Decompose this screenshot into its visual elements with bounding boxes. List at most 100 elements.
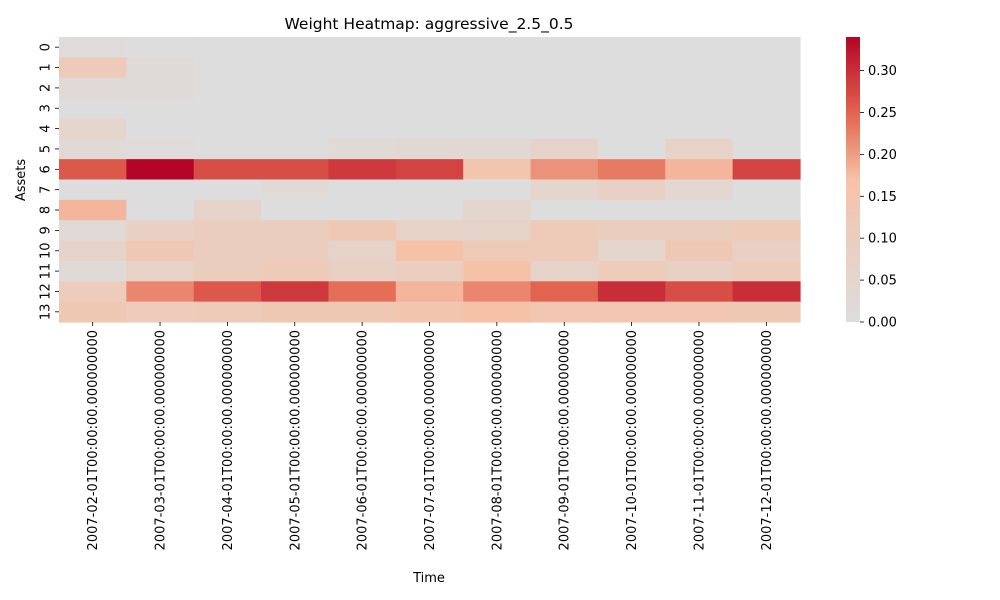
heatmap-cell	[59, 179, 127, 201]
heatmap-cell	[665, 199, 734, 221]
heatmap-cell	[193, 57, 262, 79]
heatmap-cell	[530, 199, 599, 221]
heatmap-cell	[261, 77, 330, 99]
heatmap-cell	[463, 118, 532, 140]
heatmap-cell	[597, 57, 666, 79]
heatmap-cell	[463, 179, 532, 201]
heatmap-cell	[597, 199, 666, 221]
heatmap-cell	[530, 179, 599, 201]
heatmap-cell	[126, 240, 195, 262]
heatmap-cell	[732, 240, 801, 262]
heatmap-cell	[193, 199, 262, 221]
y-tick-label: 11	[39, 263, 54, 280]
heatmap-cell	[665, 240, 734, 262]
heatmap-cell	[395, 118, 464, 140]
heatmap-cell	[463, 220, 532, 242]
heatmap-cell	[530, 281, 599, 303]
heatmap-cell	[328, 301, 397, 323]
heatmap-cell	[732, 98, 801, 120]
heatmap-cell	[395, 179, 464, 201]
heatmap-cell	[328, 179, 397, 201]
heatmap-cell	[732, 260, 801, 282]
heatmap-cell	[261, 260, 330, 282]
heatmap-cell	[597, 98, 666, 120]
heatmap-cell	[463, 301, 532, 323]
heatmap-cell	[395, 138, 464, 160]
heatmap-cell	[59, 220, 127, 242]
heatmap-cell	[395, 159, 464, 181]
heatmap-cell	[59, 301, 127, 323]
y-tick-label: 8	[39, 206, 54, 214]
heatmap-cell	[261, 240, 330, 262]
heatmap-cell	[126, 98, 195, 120]
heatmap-cell	[328, 281, 397, 303]
heatmap-cell	[665, 98, 734, 120]
heatmap-cell	[126, 57, 195, 79]
heatmap-cell	[463, 37, 532, 58]
y-tick-label: 5	[39, 145, 54, 153]
heatmap-cell	[530, 220, 599, 242]
heatmap-cell	[395, 98, 464, 120]
heatmap-cells	[59, 37, 801, 323]
heatmap-cell	[59, 118, 127, 140]
heatmap-cell	[463, 138, 532, 160]
heatmap-cell	[597, 118, 666, 140]
heatmap-cell	[328, 77, 397, 99]
heatmap-cell	[126, 260, 195, 282]
colorbar-tick-label: 0.05	[868, 274, 897, 289]
heatmap-cell	[126, 179, 195, 201]
heatmap-cell	[732, 138, 801, 160]
heatmap-cell	[463, 77, 532, 99]
chart-title: Weight Heatmap: aggressive_2.5_0.5	[285, 15, 574, 34]
heatmap-cell	[59, 199, 127, 221]
heatmap-cell	[328, 118, 397, 140]
heatmap-cell	[193, 159, 262, 181]
heatmap-cell	[732, 281, 801, 303]
heatmap-cell	[328, 138, 397, 160]
heatmap-cell	[395, 199, 464, 221]
colorbar-gradient	[846, 37, 860, 322]
heatmap-cell	[597, 159, 666, 181]
heatmap-cell	[126, 199, 195, 221]
heatmap-cell	[193, 37, 262, 58]
heatmap-cell	[732, 301, 801, 323]
colorbar-tick-label: 0.25	[868, 106, 897, 121]
heatmap-cell	[732, 179, 801, 201]
colorbar: 0.00 0.05 0.10 0.15 0.20 0.25 0.30	[846, 37, 897, 331]
heatmap-cell	[59, 159, 127, 181]
heatmap-cell	[328, 199, 397, 221]
heatmap-cell	[395, 301, 464, 323]
heatmap-cell	[395, 240, 464, 262]
heatmap-cell	[261, 138, 330, 160]
heatmap-cell	[59, 260, 127, 282]
x-tick-label: 2007-11-01T00:00:00.000000000	[692, 330, 707, 550]
heatmap-cell	[261, 199, 330, 221]
heatmap-cell	[395, 37, 464, 58]
heatmap-cell	[193, 220, 262, 242]
heatmap-cell	[665, 57, 734, 79]
heatmap-cell	[126, 220, 195, 242]
heatmap-cell	[328, 37, 397, 58]
x-axis-ticks: 2007-02-01T00:00:00.000000000 2007-03-01T…	[86, 322, 775, 550]
heatmap-cell	[597, 37, 666, 58]
heatmap-cell	[597, 179, 666, 201]
heatmap-cell	[665, 179, 734, 201]
heatmap-cell	[597, 281, 666, 303]
heatmap-cell	[665, 138, 734, 160]
x-tick-label: 2007-02-01T00:00:00.000000000	[86, 330, 101, 550]
heatmap-cell	[530, 138, 599, 160]
y-tick-label: 6	[39, 165, 54, 173]
heatmap-cell	[328, 220, 397, 242]
y-tick-label: 3	[39, 104, 54, 112]
heatmap-cell	[732, 220, 801, 242]
x-tick-label: 2007-07-01T00:00:00.000000000	[423, 330, 438, 550]
heatmap-cell	[59, 77, 127, 99]
heatmap-cell	[665, 301, 734, 323]
heatmap-cell	[463, 281, 532, 303]
heatmap-cell	[261, 220, 330, 242]
y-tick-label: 1	[39, 63, 54, 71]
heatmap-cell	[395, 77, 464, 99]
heatmap-cell	[261, 301, 330, 323]
heatmap-cell	[59, 138, 127, 160]
